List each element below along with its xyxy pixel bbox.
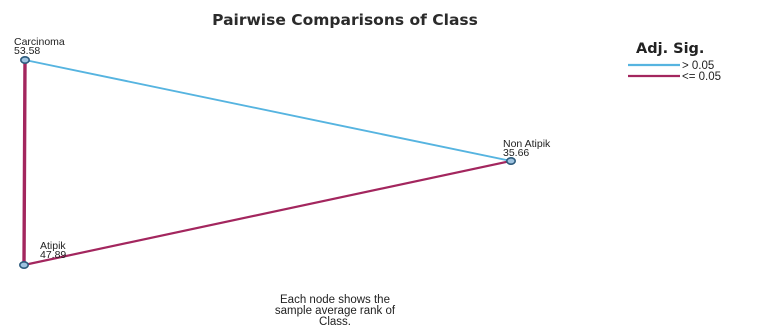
node-rank-carcinoma: 53.58 bbox=[14, 45, 40, 57]
legend-label-le: <= 0.05 bbox=[682, 71, 721, 83]
node-rank-atipik: 47.89 bbox=[40, 249, 66, 261]
caption-line-1: Each node shows the bbox=[280, 294, 390, 306]
node-atipik bbox=[18, 260, 29, 269]
node-name-carcinoma: Carcinoma bbox=[14, 36, 65, 48]
caption-line-3: Class. bbox=[319, 316, 351, 327]
node-name-atipik: Atipik bbox=[40, 240, 66, 252]
node-name-non_atipik: Non Atipik bbox=[503, 138, 551, 150]
legend-label-gt: > 0.05 bbox=[682, 60, 714, 72]
caption: Each node shows the sample average rank … bbox=[275, 294, 396, 327]
edge-carcinoma-non_atipik bbox=[24, 59, 512, 162]
edges-layer bbox=[22, 58, 513, 267]
node-rank-non_atipik: 35.66 bbox=[503, 147, 529, 159]
node-carcinoma bbox=[19, 55, 30, 64]
legend-title: Adj. Sig. bbox=[636, 41, 704, 57]
caption-line-2: sample average rank of bbox=[275, 305, 396, 317]
node-non_atipik bbox=[505, 157, 516, 166]
edge-atipik-non_atipik bbox=[22, 159, 513, 267]
nodes-layer bbox=[18, 55, 516, 269]
legend: Adj. Sig. > 0.05 <= 0.05 bbox=[628, 41, 721, 83]
diagram-title: Pairwise Comparisons of Class bbox=[212, 11, 478, 29]
edge-carcinoma-atipik bbox=[22, 58, 27, 267]
